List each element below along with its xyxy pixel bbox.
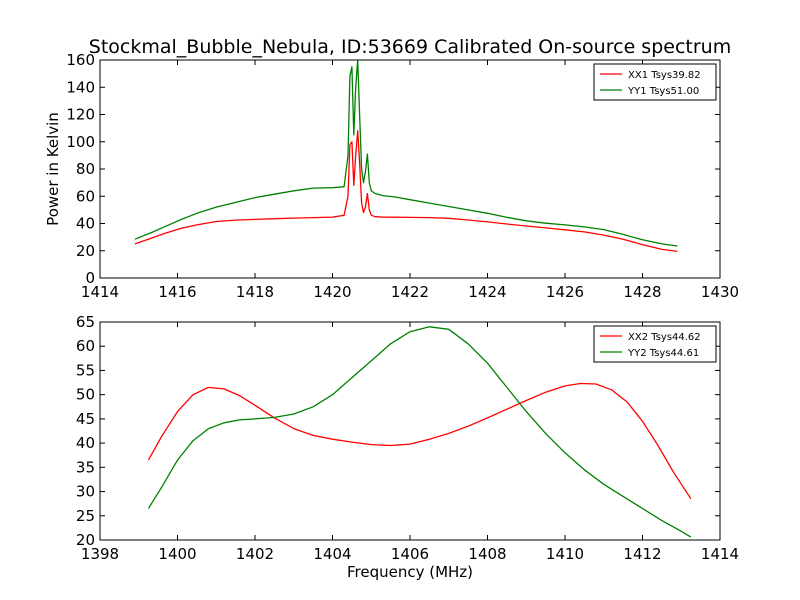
chart-1-legend-box (593, 63, 717, 101)
chart-2-x-tick-label: 1414 (701, 545, 739, 563)
chart-2-x-tick-label: 1398 (81, 545, 119, 563)
chart-2-y-tick-label: 20 (76, 531, 95, 549)
chart-1-x-tick-label: 1418 (236, 283, 274, 301)
chart-1-x-tick-label: 1422 (391, 283, 429, 301)
chart-2-y-tick-label: 55 (76, 361, 95, 379)
chart-2-x-tick-label: 1412 (623, 545, 661, 563)
chart-1-x-tick-label: 1416 (158, 283, 196, 301)
chart-1-y-tick-label: 80 (76, 160, 95, 178)
chart-1-y-tick-label: 120 (66, 106, 95, 124)
figure-title: Stockmal_Bubble_Nebula, ID:53669 Calibra… (89, 36, 731, 58)
chart-1: 1414 1416 1418 1420 1422 1424 1426 1428 1430 0 20 4… (44, 51, 739, 301)
chart-2-legend-box (593, 325, 717, 363)
chart-2-legend-label-2: YY2 Tsys44.61 (627, 348, 699, 359)
chart-2-x-tick-label: 1402 (236, 545, 274, 563)
chart-1-y-axis-label: Power in Kelvin (44, 112, 62, 226)
chart-2-y-tick-label: 30 (76, 483, 95, 501)
chart-1-x-tick-label: 1414 (81, 283, 119, 301)
chart-1-y-tick-label: 0 (85, 269, 95, 287)
chart-1-series-1-line (134, 130, 678, 253)
chart-2-series-2-line (147, 326, 692, 538)
chart-1-x-tick-label: 1428 (623, 283, 661, 301)
chart-1-x-tick-label: 1426 (546, 283, 584, 301)
chart-1-legend-label-2: YY1 Tsys51.00 (627, 86, 699, 97)
chart-2-y-tick-label: 45 (76, 410, 95, 428)
chart-2-x-axis-label: Frequency (MHz) (347, 563, 473, 581)
chart-2-y-tick-label: 40 (76, 434, 95, 452)
chart-2-x-tick-label: 1410 (546, 545, 584, 563)
chart-2: 1398 1400 1402 1404 1406 1408 1410 1412 1414 20 25… (76, 313, 739, 581)
charts-layer: 1414 1416 1418 1420 1422 1424 1426 1428 1430 0 20 4… (44, 51, 739, 581)
chart-1-y-tick-label: 20 (76, 242, 95, 260)
chart-1-x-tick-label: 1424 (468, 283, 506, 301)
chart-1-series-2-line (134, 60, 678, 247)
chart-2-y-tick-label: 50 (76, 386, 95, 404)
chart-2-x-tick-label: 1400 (158, 545, 196, 563)
chart-2-legend-label-1: XX2 Tsys44.62 (628, 332, 701, 343)
chart-2-y-tick-label: 35 (76, 458, 95, 476)
chart-1-legend-label-1: XX1 Tsys39.82 (628, 70, 701, 81)
chart-1-legend: XX1 Tsys39.82 YY1 Tsys51.00 (593, 63, 717, 101)
chart-1-y-tick-label: 160 (66, 51, 95, 69)
chart-2-y-tick-label: 60 (76, 337, 95, 355)
chart-1-y-tick-label: 100 (66, 133, 95, 151)
chart-2-legend: XX2 Tsys44.62 YY2 Tsys44.61 (593, 325, 717, 363)
chart-2-x-tick-label: 1406 (391, 545, 429, 563)
chart-2-x-tick-label: 1408 (468, 545, 506, 563)
chart-2-series-1-line (147, 382, 692, 500)
chart-1-y-tick-label: 60 (76, 187, 95, 205)
chart-2-y-tick-label: 65 (76, 313, 95, 331)
chart-2-y-tick-label: 25 (76, 507, 95, 525)
chart-1-x-tick-label: 1420 (313, 283, 351, 301)
chart-1-x-tick-label: 1430 (701, 283, 739, 301)
chart-1-y-tick-label: 140 (66, 78, 95, 96)
chart-2-x-tick-label: 1404 (313, 545, 351, 563)
chart-1-y-tick-label: 40 (76, 215, 95, 233)
